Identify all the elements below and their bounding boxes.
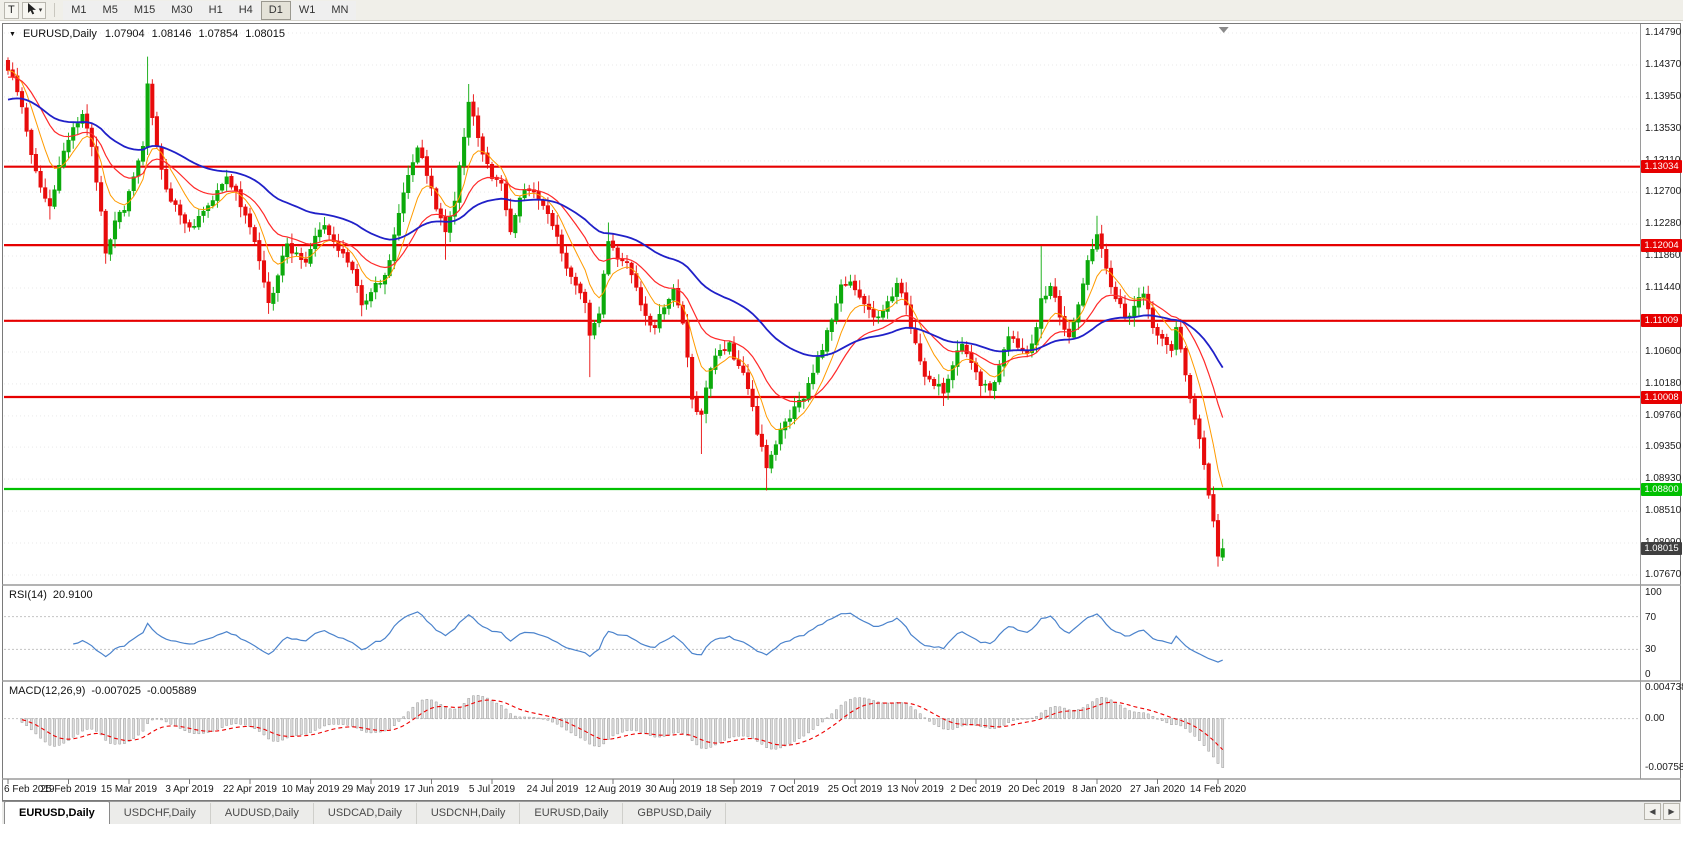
price-axis-label: 1.08930 xyxy=(1645,473,1682,485)
tab-scroll-left-button[interactable]: ◀ xyxy=(1644,803,1661,820)
toolbar-separator xyxy=(54,3,56,17)
chart-tab-bar: EURUSD,Daily USDCHF,Daily AUDUSD,Daily USDC… xyxy=(2,801,1681,824)
date-axis-label: 27 Jan 2020 xyxy=(1129,784,1186,795)
date-axis-label: 2 Dec 2019 xyxy=(950,784,1002,795)
cursor-tool-button[interactable]: ▾ xyxy=(21,1,47,19)
date-axis-label: 3 Apr 2019 xyxy=(165,784,214,795)
date-axis-label: 6 Feb 2019 xyxy=(4,784,55,795)
timeframe-button-MN[interactable]: MN xyxy=(323,0,357,20)
date-axis-label: 17 Jun 2019 xyxy=(403,784,460,795)
macd-axis-label: 0.004738 xyxy=(1645,681,1683,693)
date-axis-label: 5 Jul 2019 xyxy=(468,784,516,795)
price-axis-label: 1.08510 xyxy=(1645,505,1682,517)
date-axis-label: 29 May 2019 xyxy=(342,784,400,795)
text-tool-button[interactable]: T xyxy=(4,1,19,19)
candles-bearish xyxy=(5,57,1221,567)
price-axis-label: 1.10180 xyxy=(1645,377,1682,389)
price-axis-label: 1.11440 xyxy=(1645,282,1681,293)
text-tool-label: T xyxy=(8,4,15,16)
timeframe-button-M15[interactable]: M15 xyxy=(125,0,164,20)
macd-axis-label: -0.007585 xyxy=(1645,762,1683,773)
macd-axis-label: 0.00 xyxy=(1645,712,1665,724)
tab-scroll-buttons: ◀ ▶ xyxy=(1644,803,1680,820)
price-level-badge-2: 1.11009 xyxy=(1641,314,1682,328)
timeframe-button-M30[interactable]: M30 xyxy=(163,0,201,20)
current-price-badge: 1.08015 xyxy=(1641,542,1682,556)
macd-histogram xyxy=(20,695,1225,768)
date-axis-label: 10 May 2019 xyxy=(281,784,340,795)
date-axis-label: 25 Feb 2019 xyxy=(40,784,97,795)
tab-scroll-right-button[interactable]: ▶ xyxy=(1663,803,1680,820)
date-axis-label: 30 Aug 2019 xyxy=(645,784,702,795)
chart-tab-4[interactable]: USDCNH,Daily xyxy=(417,803,521,824)
timeframe-button-D1[interactable]: D1 xyxy=(260,0,291,20)
date-axis-label: 12 Aug 2019 xyxy=(584,784,642,795)
price-axis-label: 1.14370 xyxy=(1645,59,1682,70)
price-axis-label: 1.13950 xyxy=(1645,90,1682,102)
price-axis-label: 1.09760 xyxy=(1645,409,1682,421)
date-axis-label: 20 Dec 2019 xyxy=(1008,784,1065,795)
price-axis-label: 1.07670 xyxy=(1645,569,1682,580)
date-axis-label: 15 Mar 2019 xyxy=(100,784,158,795)
date-axis-label: 7 Oct 2019 xyxy=(770,784,819,795)
price-level-badge-3: 1.10008 xyxy=(1641,390,1682,404)
ema-mid-line xyxy=(7,76,1224,418)
rsi-axis-label: 0 xyxy=(1645,669,1651,680)
price-axis-label: 1.12280 xyxy=(1645,218,1682,230)
rsi-axis-label: 30 xyxy=(1645,644,1657,656)
rsi-line xyxy=(73,611,1223,663)
price-level-badge-1: 1.12004 xyxy=(1641,238,1682,252)
chart-shift-marker-icon[interactable] xyxy=(1218,27,1229,33)
timeframe-button-H1[interactable]: H1 xyxy=(200,0,231,20)
timeframe-button-M5[interactable]: M5 xyxy=(94,0,126,20)
chevron-down-icon: ▾ xyxy=(38,7,43,14)
timeframe-button-M1[interactable]: M1 xyxy=(63,0,95,20)
rsi-axis-label: 70 xyxy=(1645,611,1657,623)
rsi-axis-label: 100 xyxy=(1645,587,1662,598)
timeframe-button-W1[interactable]: W1 xyxy=(290,0,324,20)
date-axis-label: 25 Oct 2019 xyxy=(827,784,883,795)
date-axis-label: 18 Sep 2019 xyxy=(705,784,763,795)
price-axis-label: 1.11860 xyxy=(1645,250,1681,261)
price-axis-label: 1.10600 xyxy=(1645,346,1682,357)
price-axis-label: 1.13530 xyxy=(1645,122,1682,134)
price-axis-label: 1.12700 xyxy=(1645,186,1682,198)
chart-tab-0[interactable]: EURUSD,Daily xyxy=(4,801,110,824)
timeframe-button-H4[interactable]: H4 xyxy=(230,0,261,20)
date-axis-label: 22 Apr 2019 xyxy=(223,784,277,795)
price-axis-label: 1.14790 xyxy=(1645,27,1682,38)
cursor-arrow-icon xyxy=(26,2,37,18)
price-level-badge-4: 1.08800 xyxy=(1641,482,1682,496)
candles-bullish xyxy=(52,56,1225,561)
chart-tab-6[interactable]: GBPUSD,Daily xyxy=(623,803,727,824)
price-level-badge-0: 1.13034 xyxy=(1641,160,1682,174)
chart-window[interactable] xyxy=(2,23,1681,801)
ema-slow-line xyxy=(7,97,1224,369)
timeframe-group: M1 M5 M15 M30 H1 H4 D1 W1 MN xyxy=(63,0,357,20)
date-axis-label: 13 Nov 2019 xyxy=(887,784,944,795)
top-toolbar: T ▾ M1 M5 M15 M30 H1 H4 D1 W1 MN xyxy=(0,0,1683,21)
price-axis-label: 1.09350 xyxy=(1645,441,1682,453)
chart-tab-2[interactable]: AUDUSD,Daily xyxy=(211,803,314,824)
ema-fast-line xyxy=(7,69,1224,488)
date-axis-label: 14 Feb 2020 xyxy=(1189,784,1247,795)
chart-tab-3[interactable]: USDCAD,Daily xyxy=(314,803,417,824)
date-axis-label: 24 Jul 2019 xyxy=(526,784,579,795)
date-axis-label: 8 Jan 2020 xyxy=(1072,784,1122,795)
chart-tab-5[interactable]: EURUSD,Daily xyxy=(520,803,624,824)
chart-tab-1[interactable]: USDCHF,Daily xyxy=(110,803,211,824)
